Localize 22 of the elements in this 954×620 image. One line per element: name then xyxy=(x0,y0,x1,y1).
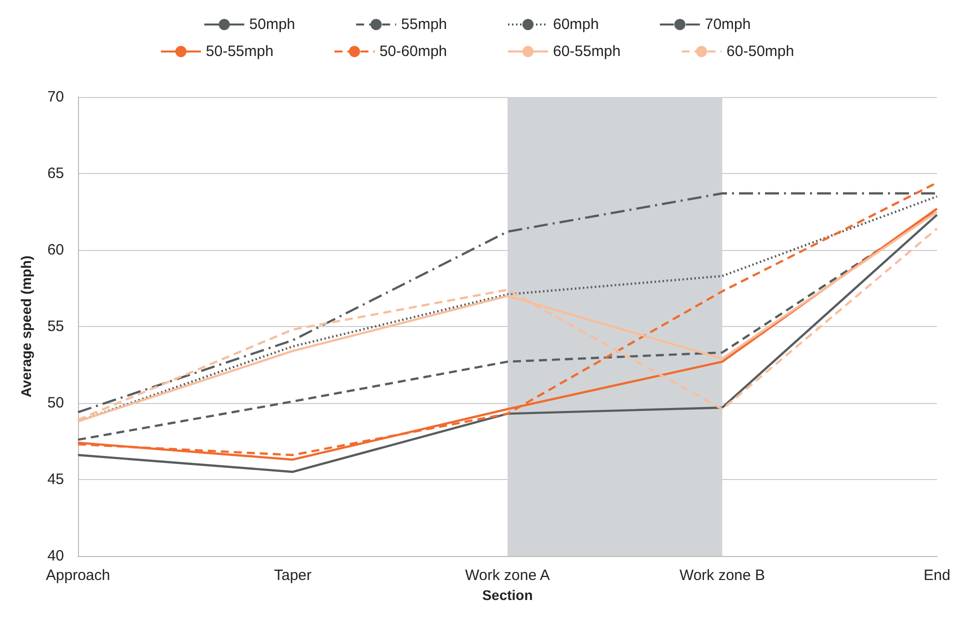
legend-label: 55mph xyxy=(401,16,448,33)
y-tick-label: 60 xyxy=(47,242,64,258)
y-tick-label: 40 xyxy=(47,548,64,564)
y-axis-title: Average speed (mph) xyxy=(18,256,34,398)
legend-label: 70mph xyxy=(704,16,751,33)
x-tick-label: Work zone B xyxy=(679,567,766,584)
y-tick-label: 45 xyxy=(47,471,64,488)
legend-label: 60-50mph xyxy=(726,43,794,60)
legend-label: 50-55mph xyxy=(206,43,274,60)
y-tick-label: 50 xyxy=(47,394,64,412)
legend-label: 60-55mph xyxy=(553,43,621,60)
x-tick-label: End xyxy=(924,567,950,584)
y-tick-label: 55 xyxy=(47,318,64,335)
x-tick-label: Taper xyxy=(274,567,312,584)
x-tick-label: Approach xyxy=(46,567,110,584)
legend-label: 50mph xyxy=(249,16,296,33)
y-tick-label: 65 xyxy=(47,165,64,182)
y-tick-label: 70 xyxy=(47,88,64,106)
x-axis-title: Section xyxy=(482,586,533,603)
x-tick-label: Work zone A xyxy=(465,567,550,584)
legend-label: 50-60mph xyxy=(379,43,448,60)
legend-label: 60mph xyxy=(553,16,599,33)
